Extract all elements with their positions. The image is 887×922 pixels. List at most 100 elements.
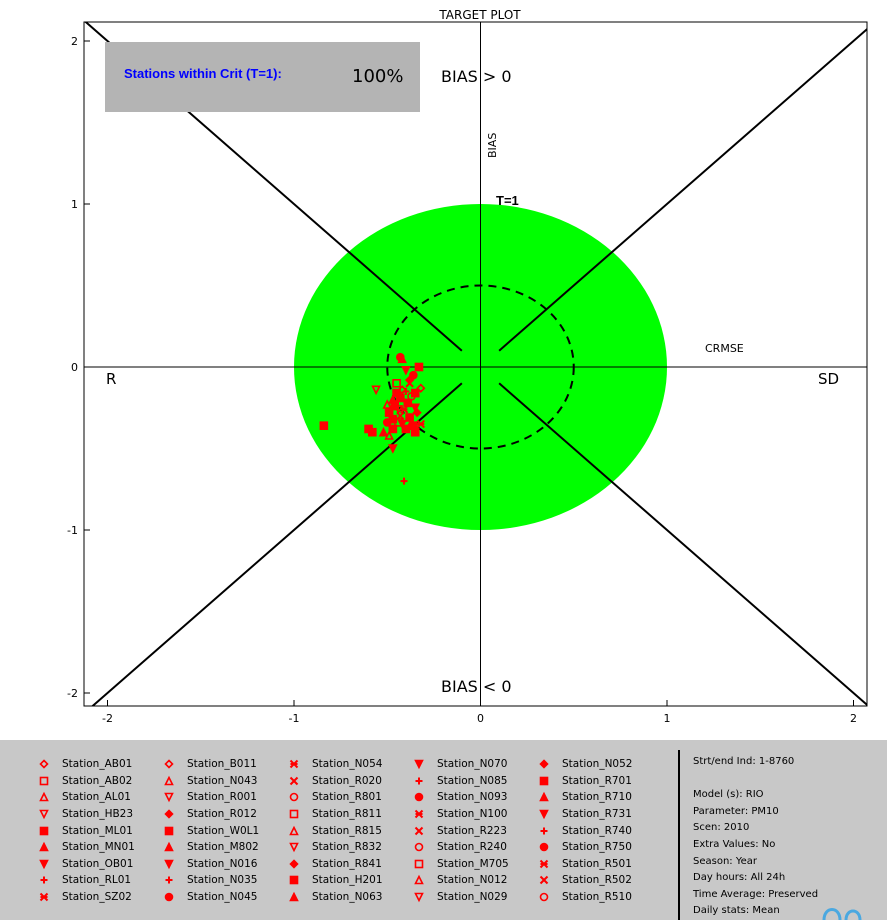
legend-symbol-icon xyxy=(288,758,302,770)
legend-symbol-icon xyxy=(38,874,52,886)
y-tick-label: -2 xyxy=(67,687,78,700)
y-tick-label: -1 xyxy=(67,524,78,537)
y-tick-label: 2 xyxy=(71,35,78,48)
legend-marker xyxy=(39,809,49,820)
data-point xyxy=(412,408,422,418)
legend-label: Station_HB23 xyxy=(62,808,134,821)
y-ticks: 2 1 0 -1 -2 xyxy=(67,35,90,700)
legend-label: Station_R731 xyxy=(562,808,632,821)
x-ticks: -2 -1 0 1 2 xyxy=(102,700,857,725)
data-point xyxy=(388,424,398,434)
data-point xyxy=(392,378,401,388)
legend-item: Station_MN01 xyxy=(38,839,135,856)
legend-item: Station_N093 xyxy=(413,789,509,806)
data-point xyxy=(400,477,408,485)
legend-label: Station_SZ02 xyxy=(62,891,132,904)
legend-column: Station_N070 Station_N085 Station_N093 Stat… xyxy=(413,756,509,905)
legend-label: Station_R020 xyxy=(312,774,382,787)
legend-marker xyxy=(164,859,174,870)
legend-symbol-icon xyxy=(163,791,177,803)
legend-label: Station_R012 xyxy=(187,808,257,821)
legend-column: Station_B011 Station_N043 Station_R001 Stat… xyxy=(163,756,259,905)
legend-marker xyxy=(539,876,549,885)
legend-label: Station_N043 xyxy=(187,774,258,787)
legend-symbol-icon xyxy=(38,808,52,820)
info-line: Season: Year xyxy=(693,855,758,867)
legend-symbol-icon xyxy=(38,791,52,803)
legend-symbol-icon xyxy=(38,841,52,853)
legend-marker xyxy=(164,826,174,835)
data-point xyxy=(382,399,393,409)
legend-label: Station_MN01 xyxy=(62,841,135,854)
legend-label: Station_N016 xyxy=(187,857,258,870)
data-point xyxy=(410,403,421,414)
legend-item: Station_R731 xyxy=(538,806,632,823)
legend-symbol-icon xyxy=(38,858,52,870)
legend-label: Station_N052 xyxy=(562,758,633,771)
legend-item: Station_R740 xyxy=(538,822,632,839)
legend-item: Station_R801 xyxy=(288,789,383,806)
chart-title: TARGET PLOT xyxy=(438,8,521,22)
target-plot: Stations within Crit (T=1): 100% TARGET … xyxy=(67,8,868,725)
y-tick-label: 1 xyxy=(71,198,78,211)
legend-symbol-icon xyxy=(163,891,177,903)
legend-item: Station_R020 xyxy=(288,773,383,790)
legend-symbol-icon xyxy=(413,758,427,770)
legend-item: Station_M705 xyxy=(413,856,509,873)
info-line: Strt/end Ind: 1-8760 xyxy=(693,756,795,767)
legend-marker xyxy=(539,776,549,786)
logo-icon xyxy=(822,908,862,920)
legend-marker xyxy=(289,776,299,786)
legend-marker xyxy=(164,775,174,786)
data-point xyxy=(402,387,410,395)
run-info: Strt/end Ind: 1-8760 Model (s): RIO Para… xyxy=(693,756,818,922)
legend-label: Station_R501 xyxy=(562,857,632,870)
legend-item: Station_N029 xyxy=(413,889,509,906)
legend-symbol-icon xyxy=(38,775,52,787)
legend-symbol-icon xyxy=(288,841,302,853)
legend-item: Station_R223 xyxy=(413,822,509,839)
legend-item: Station_N100 xyxy=(413,806,509,823)
data-point xyxy=(401,365,411,376)
info-line: Parameter: PM10 xyxy=(693,805,779,817)
legend-symbol-icon xyxy=(163,758,177,770)
legend-item: Station_R710 xyxy=(538,789,632,806)
data-point xyxy=(414,362,424,372)
info-line: Time Average: Preserved xyxy=(693,888,819,900)
data-point xyxy=(384,430,394,440)
legend-marker xyxy=(414,859,424,869)
legend-symbol-icon xyxy=(288,858,302,870)
legend-symbol-icon xyxy=(163,841,177,853)
legend-label: Station_R811 xyxy=(312,808,382,821)
legend-item: Station_R750 xyxy=(538,839,632,856)
x-tick-label: 0 xyxy=(477,712,484,725)
legend-label: Station_R510 xyxy=(562,891,632,904)
legend-label: Station_RL01 xyxy=(62,874,132,887)
legend-label: Station_R502 xyxy=(562,874,632,887)
legend-marker xyxy=(164,892,174,902)
label-r: R xyxy=(106,370,116,388)
legend-marker xyxy=(164,809,174,819)
legend-label: Station_B011 xyxy=(187,758,257,771)
legend-label: Station_N054 xyxy=(312,758,383,771)
legend-label: Station_N029 xyxy=(437,891,508,904)
legend-item: Station_B011 xyxy=(163,756,259,773)
legend-symbol-icon xyxy=(288,825,302,837)
legend-symbol-icon xyxy=(413,775,427,787)
legend-label: Station_N100 xyxy=(437,808,508,821)
legend-label: Station_N070 xyxy=(437,758,508,771)
legend-marker xyxy=(39,892,49,902)
legend-marker xyxy=(289,859,299,869)
legend-label: Station_R740 xyxy=(562,824,632,837)
legend-item: Station_W0L1 xyxy=(163,822,259,839)
legend-item: Station_R811 xyxy=(288,806,383,823)
data-point xyxy=(405,379,414,388)
legend-label: Station_R001 xyxy=(187,791,257,804)
plot-frame xyxy=(83,21,868,707)
data-point xyxy=(388,444,398,454)
legend-marker xyxy=(289,891,299,902)
legend-item: Station_R510 xyxy=(538,889,632,906)
legend-label: Station_R801 xyxy=(312,791,382,804)
legend-item: Station_N054 xyxy=(288,756,383,773)
legend-label: Station_N085 xyxy=(437,774,508,787)
